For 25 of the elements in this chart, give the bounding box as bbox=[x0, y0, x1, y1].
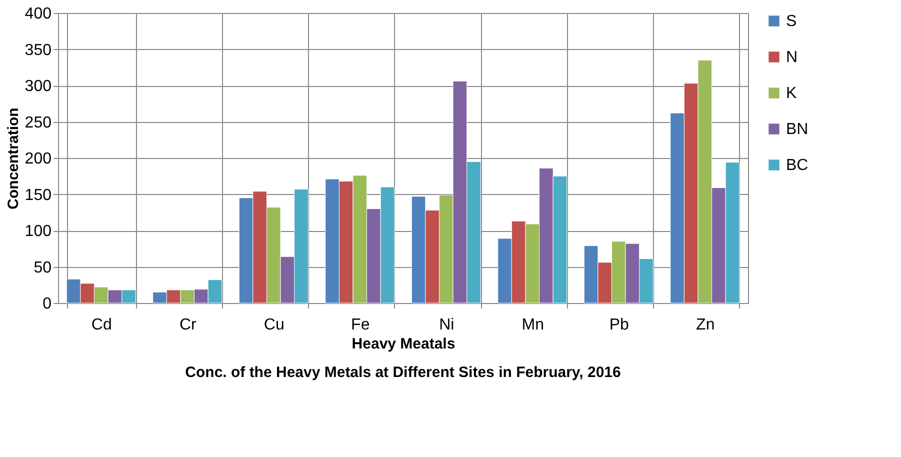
x-tick-label: Pb bbox=[609, 316, 630, 334]
legend-label: BC bbox=[786, 157, 808, 174]
x-tick-label: Cu bbox=[264, 316, 284, 334]
y-tick-label: 150 bbox=[24, 186, 52, 204]
x-tick-label: Cd bbox=[91, 316, 112, 334]
y-tick-label: 0 bbox=[42, 296, 52, 312]
text: Conc. of the Heavy Metals at Different Sites in February, 2016 bbox=[185, 364, 621, 381]
legend-label: S bbox=[786, 13, 797, 30]
legend-label: K bbox=[786, 85, 797, 102]
x-tick-label: Ni bbox=[439, 316, 454, 334]
y-tick-label: 200 bbox=[24, 150, 52, 168]
y-tick-label: 300 bbox=[24, 78, 52, 95]
y-tick-label: 50 bbox=[34, 259, 52, 276]
y-tick-label: 250 bbox=[24, 114, 52, 132]
y-tick-label: 400 bbox=[24, 6, 52, 22]
legend-label: N bbox=[786, 49, 798, 66]
x-tick-label: Fe bbox=[351, 316, 370, 334]
legend-label: BN bbox=[786, 121, 808, 138]
x-tick-label: Mn bbox=[522, 316, 544, 334]
x-tick-label: Zn bbox=[696, 316, 715, 334]
x-axis-title: Heavy Meatals bbox=[352, 336, 456, 352]
x-tick-label: Cr bbox=[179, 316, 197, 334]
y-tick-label: 100 bbox=[24, 223, 52, 240]
y-tick-label: 350 bbox=[24, 42, 52, 59]
y-axis-title: Concentration bbox=[4, 108, 22, 210]
